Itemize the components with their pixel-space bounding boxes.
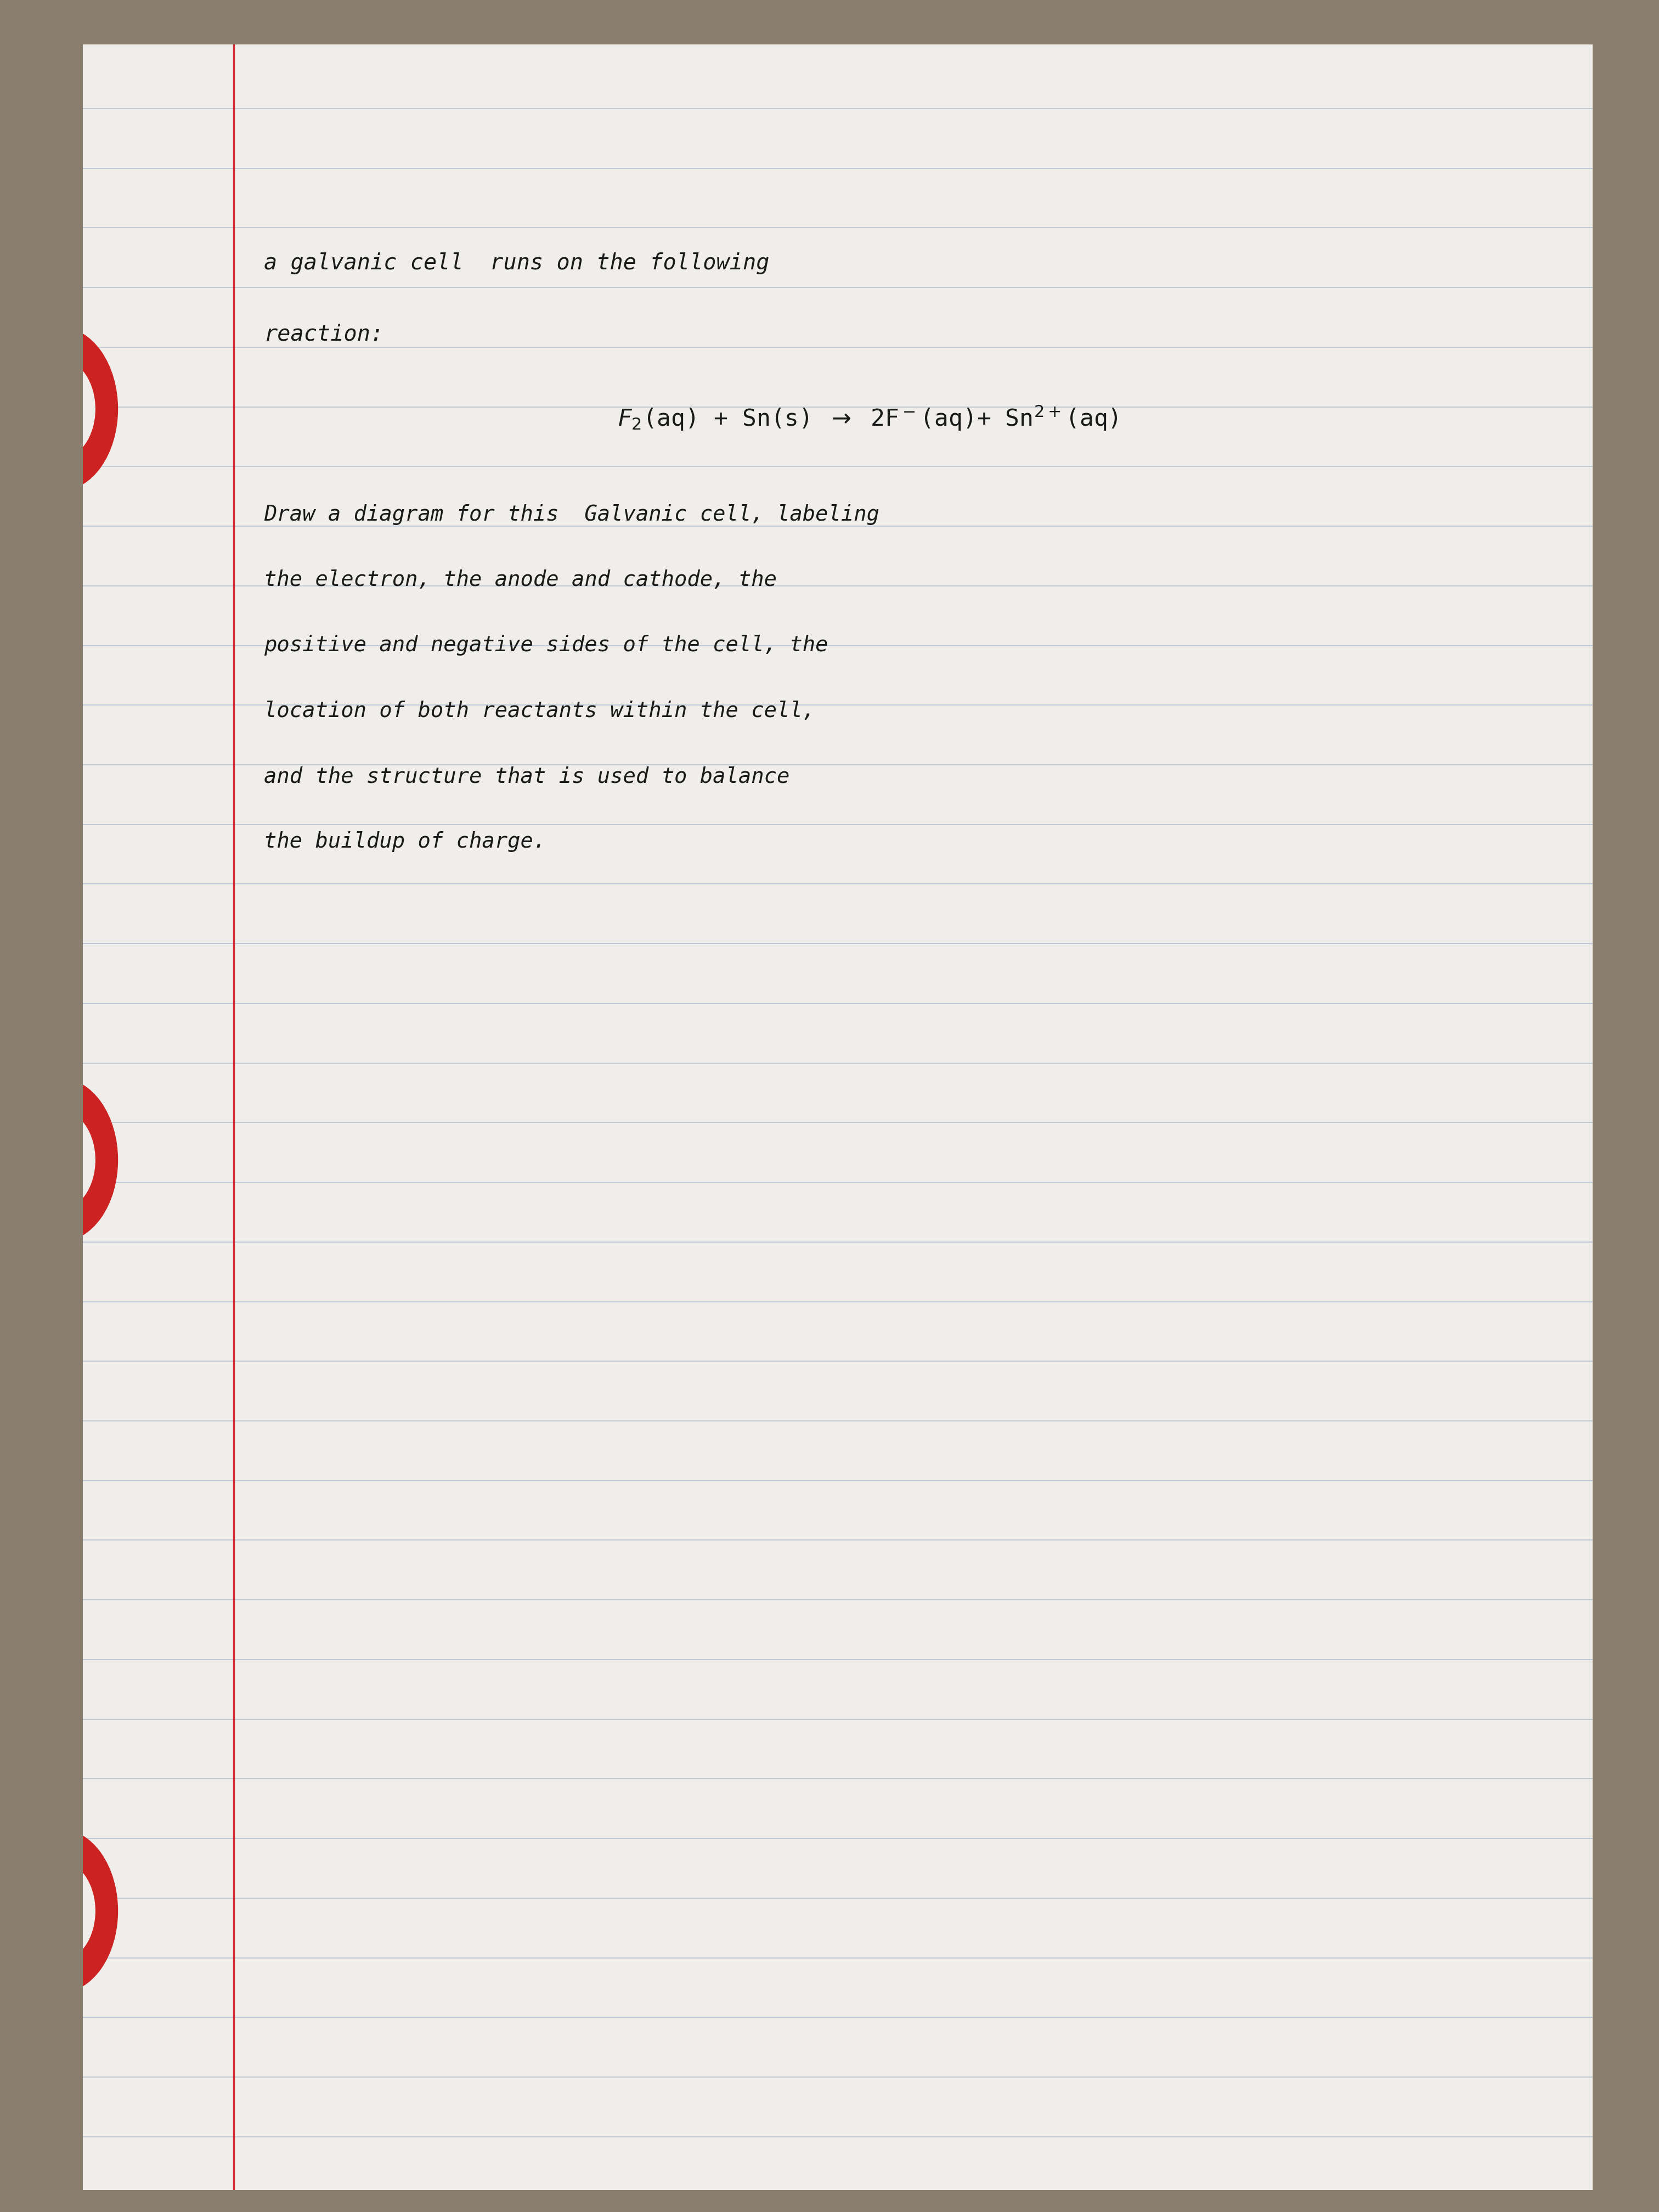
Circle shape bbox=[25, 361, 95, 458]
Text: and the structure that is used to balance: and the structure that is used to balanc… bbox=[264, 765, 790, 787]
Circle shape bbox=[3, 1079, 118, 1241]
Text: reaction:: reaction: bbox=[264, 323, 383, 345]
Text: location of both reactants within the cell,: location of both reactants within the ce… bbox=[264, 701, 816, 721]
Text: positive and negative sides of the cell, the: positive and negative sides of the cell,… bbox=[264, 635, 828, 655]
Text: the buildup of charge.: the buildup of charge. bbox=[264, 832, 546, 852]
Circle shape bbox=[25, 1110, 95, 1210]
Text: a galvanic cell  runs on the following: a galvanic cell runs on the following bbox=[264, 252, 770, 274]
Circle shape bbox=[3, 327, 118, 491]
Text: Draw a diagram for this  Galvanic cell, labeling: Draw a diagram for this Galvanic cell, l… bbox=[264, 504, 879, 524]
Text: $F_2$(aq) + Sn(s) $\rightarrow$ 2F$^-$(aq)+ Sn$^{2+}$(aq): $F_2$(aq) + Sn(s) $\rightarrow$ 2F$^-$(a… bbox=[617, 405, 1118, 431]
Circle shape bbox=[25, 1863, 95, 1960]
Text: the electron, the anode and cathode, the: the electron, the anode and cathode, the bbox=[264, 568, 776, 591]
Circle shape bbox=[3, 1829, 118, 1993]
